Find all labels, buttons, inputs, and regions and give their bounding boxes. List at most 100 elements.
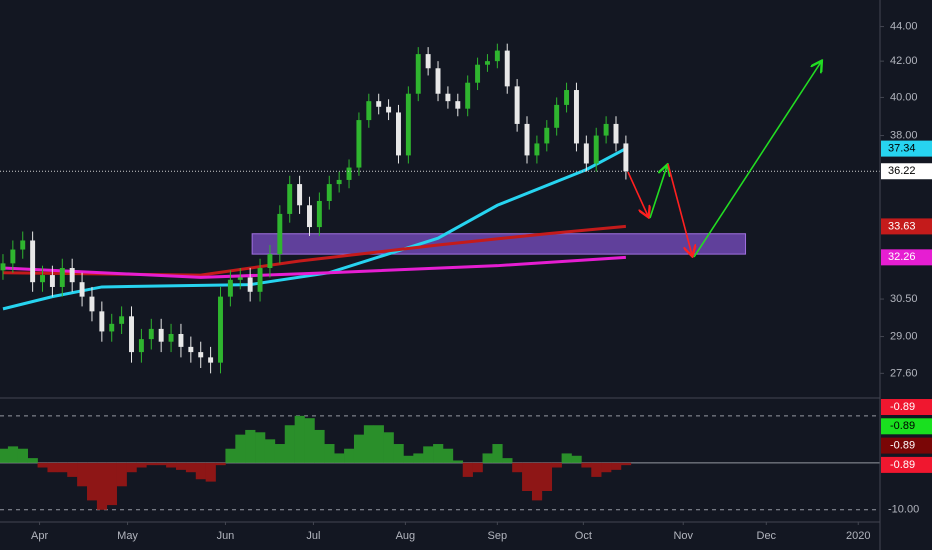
x-tick-label: Jul: [306, 530, 320, 542]
candle-body: [198, 352, 204, 358]
oscillator-bar: [482, 453, 493, 463]
x-tick-label: 2020: [846, 530, 870, 542]
indicator-label-bg: [881, 399, 932, 415]
oscillator-bar: [176, 462, 187, 470]
candle-body: [227, 279, 233, 297]
candle-body: [99, 311, 105, 332]
oscillator-bar: [17, 448, 28, 463]
oscillator-bar: [274, 444, 286, 463]
oscillator-bar: [136, 462, 147, 468]
oscillator-bar: [294, 415, 305, 463]
oscillator-bar: [156, 462, 167, 466]
oscillator-bar: [522, 462, 533, 491]
price-label-bg: [881, 163, 932, 180]
candle-body: [188, 346, 194, 353]
oscillator-bar: [581, 462, 592, 468]
candle-body: [415, 54, 421, 94]
y-tick-label: 42.00: [890, 55, 918, 67]
oscillator-bar: [492, 444, 503, 463]
candle-body: [10, 249, 16, 264]
price-label-bg: [881, 249, 932, 266]
candle-body: [465, 82, 471, 109]
oscillator-bar: [96, 462, 108, 510]
candle-body: [129, 316, 134, 353]
candle-body: [109, 323, 115, 332]
oscillator-bar: [27, 458, 38, 463]
oscillator-bar: [571, 455, 582, 463]
candle-body: [425, 54, 431, 69]
x-tick-label: Sep: [488, 530, 508, 542]
oscillator-bar: [264, 439, 276, 463]
candle-body: [514, 86, 520, 124]
plot: Apr May Jun Jul Aug Sep Oct Nov Dec 2020 44.00 42.0…: [0, 20, 932, 542]
indicator-label: -0.89: [890, 459, 915, 471]
candle-body: [554, 104, 560, 128]
oscillator-bar: [452, 460, 464, 463]
candle-body: [494, 50, 500, 62]
price-label-bg: [881, 140, 932, 157]
candle-body: [386, 106, 392, 113]
candle-body: [475, 64, 481, 83]
oscillator-bar: [393, 444, 404, 463]
candle-body: [158, 328, 164, 342]
oscillator-bar: [512, 462, 523, 473]
oscillator-bar: [245, 429, 256, 463]
candle-body: [583, 143, 589, 164]
candle-body: [336, 179, 342, 185]
oscillator-bar: [541, 462, 553, 491]
candle-body: [544, 127, 550, 144]
candle-body: [326, 184, 332, 201]
y-tick-label: 38.00: [890, 129, 918, 141]
candle-body: [613, 123, 619, 144]
oscillator-bar: [383, 432, 394, 463]
price-label-bg: [881, 218, 932, 235]
annotation-arrows: [627, 62, 821, 258]
candle-body: [524, 123, 530, 156]
oscillator-bar: [344, 448, 355, 463]
oscillator-bar: [353, 434, 365, 463]
candle-body: [297, 184, 303, 206]
oscillator-bar: [0, 448, 9, 463]
candle-body: [79, 282, 85, 297]
oscillator-bar: [334, 453, 345, 463]
candle-body: [178, 333, 184, 347]
zone: [251, 233, 747, 255]
oscillator-bar: [413, 453, 424, 463]
indicator-label: -0.89: [890, 401, 915, 413]
candle-body: [603, 123, 609, 136]
arrow: [667, 163, 692, 255]
x-tick-label: Apr: [31, 530, 48, 542]
price-label: 37.34: [888, 143, 916, 155]
candle-body: [168, 333, 174, 342]
candle-body: [316, 200, 322, 228]
x-tick-label: Jun: [217, 530, 235, 542]
price-label: 33.63: [888, 220, 916, 232]
oscillator-bar: [116, 462, 127, 487]
candle-body: [69, 268, 75, 283]
oscillator-bar: [166, 462, 177, 468]
candle-body: [623, 143, 629, 172]
arrow: [693, 62, 821, 258]
candle-body: [138, 339, 144, 353]
candle-body: [20, 240, 26, 250]
candle-body: [267, 254, 273, 269]
indicator-label: -0.89: [890, 420, 915, 432]
oscillator-bar: [47, 462, 58, 473]
price-label: 32.26: [888, 251, 916, 263]
candle-body: [504, 50, 510, 87]
oscillator-bar: [304, 418, 315, 463]
oscillator-bar: [433, 444, 444, 463]
oscillator-bar: [373, 425, 384, 463]
y-tick-label: 40.00: [890, 91, 918, 103]
oscillator-bar: [284, 425, 295, 463]
candle-body: [455, 101, 461, 109]
candle-body: [356, 120, 362, 168]
candle-body: [30, 240, 36, 283]
oscillator-bar: [462, 462, 473, 477]
oscillator-bar: [611, 462, 622, 470]
oscillator-bar: [551, 462, 562, 468]
candle-body: [148, 328, 154, 340]
arrow: [649, 166, 667, 219]
